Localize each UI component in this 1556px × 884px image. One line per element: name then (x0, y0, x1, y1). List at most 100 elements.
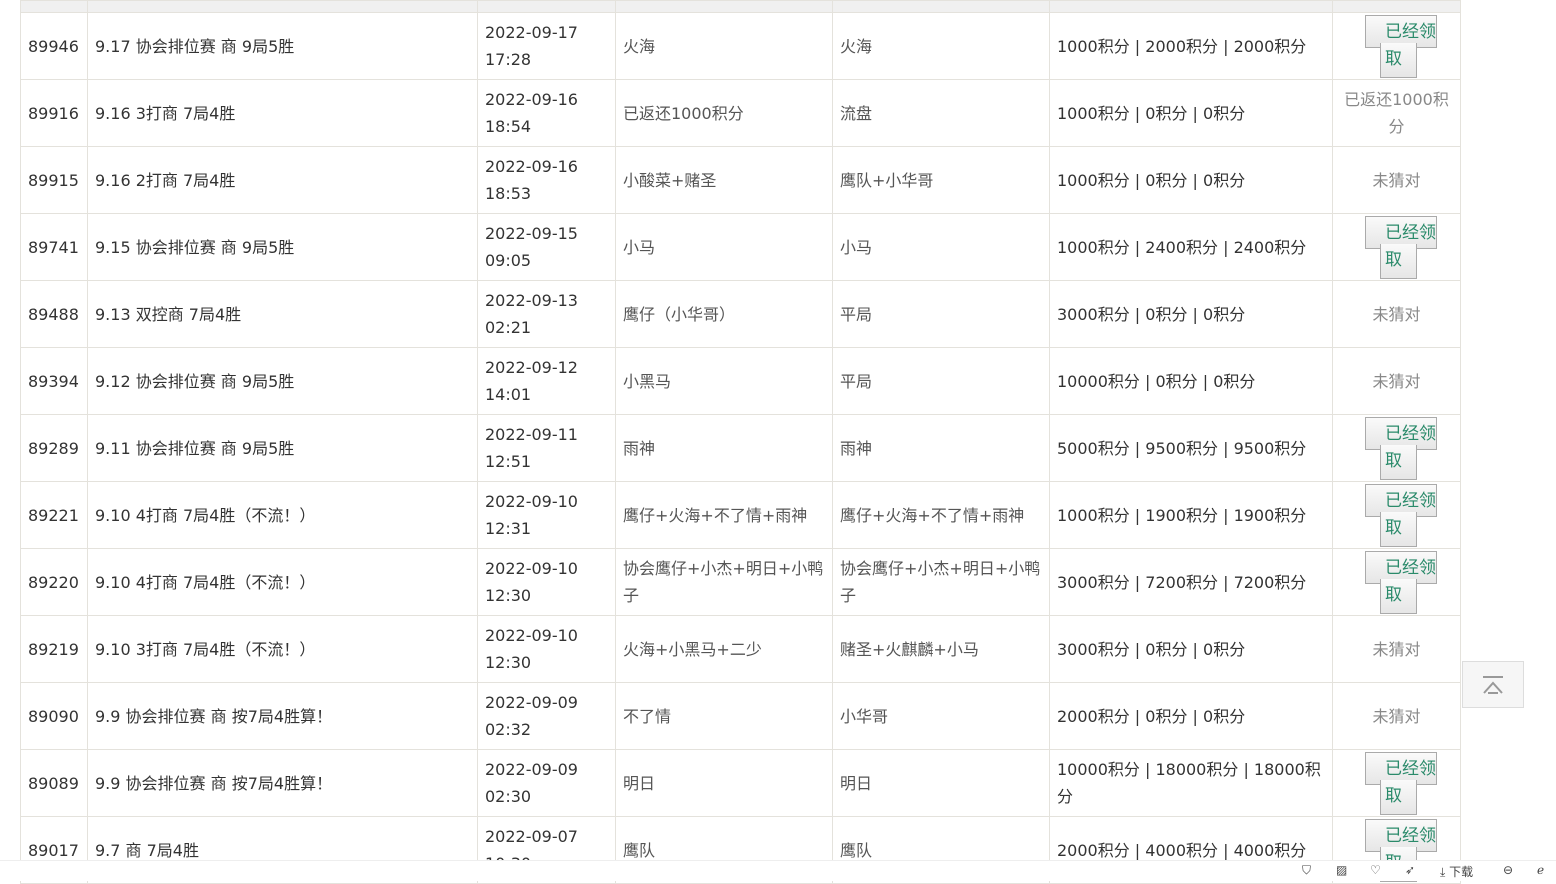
claimed-button[interactable]: 已经领取 (1365, 417, 1438, 480)
match-title[interactable]: 9.12 协会排位赛 商 9局5胜 (87, 347, 478, 415)
download-button[interactable]: ⤓ 下载 (1440, 865, 1474, 879)
action-status: 未猜对 (1332, 615, 1461, 683)
my-pick: 雨神 (615, 414, 833, 482)
points: 10000积分 | 18000积分 | 18000积分 (1049, 749, 1333, 817)
action-status: 未猜对 (1332, 682, 1461, 750)
guess-history-table: 89946 9.17 协会排位赛 商 9局5胜 2022-09-17 17:28 … (20, 0, 1461, 884)
my-pick: 火海 (615, 12, 833, 80)
match-title[interactable]: 9.10 4打商 7局4胜（不流！） (87, 481, 478, 549)
my-pick: 鹰仔+火海+不了情+雨神 (615, 481, 833, 549)
table-row: 89916 9.16 3打商 7局4胜 2022-09-16 18:54 已返还1… (20, 79, 1461, 147)
my-pick: 鹰仔（小华哥） (615, 280, 833, 348)
claimed-button[interactable]: 已经领取 (1365, 484, 1438, 547)
action-cell: 已经领取 (1332, 481, 1461, 549)
claimed-button[interactable]: 已经领取 (1365, 15, 1438, 78)
action-status: 未猜对 (1332, 347, 1461, 415)
table-row: 89741 9.15 协会排位赛 商 9局5胜 2022-09-15 09:05 … (20, 213, 1461, 281)
my-pick: 火海+小黑马+二少 (615, 615, 833, 683)
action-cell: 已经领取 (1332, 749, 1461, 817)
points: 1000积分 | 2000积分 | 2000积分 (1049, 12, 1333, 80)
match-title[interactable]: 9.9 协会排位赛 商 按7局4胜算！ (87, 682, 478, 750)
incognito-icon[interactable]: ⊖ (1503, 863, 1514, 877)
claimed-button[interactable]: 已经领取 (1365, 216, 1438, 279)
table-row: 89915 9.16 2打商 7局4胜 2022-09-16 18:53 小酸菜+… (20, 146, 1461, 214)
table-row: 89394 9.12 协会排位赛 商 9局5胜 2022-09-12 14:01 … (20, 347, 1461, 415)
points: 5000积分 | 9500积分 | 9500积分 (1049, 414, 1333, 482)
match-time: 2022-09-16 18:53 (477, 146, 616, 214)
table-header (20, 0, 1461, 13)
match-time: 2022-09-09 02:32 (477, 682, 616, 750)
match-id: 89089 (20, 749, 88, 817)
match-title[interactable]: 9.10 4打商 7局4胜（不流！） (87, 548, 478, 616)
my-pick: 不了情 (615, 682, 833, 750)
match-result: 赌圣+火麒麟+小马 (832, 615, 1050, 683)
points: 1000积分 | 2400积分 | 2400积分 (1049, 213, 1333, 281)
match-result: 平局 (832, 347, 1050, 415)
download-icon: ⤓ (1440, 865, 1446, 879)
match-title[interactable]: 9.11 协会排位赛 商 9局5胜 (87, 414, 478, 482)
match-result: 明日 (832, 749, 1050, 817)
ie-icon[interactable]: ℯ (1537, 863, 1545, 877)
table-row: 89220 9.10 4打商 7局4胜（不流！） 2022-09-10 12:30… (20, 548, 1461, 616)
my-pick: 小马 (615, 213, 833, 281)
match-title[interactable]: 9.15 协会排位赛 商 9局5胜 (87, 213, 478, 281)
points: 2000积分 | 0积分 | 0积分 (1049, 682, 1333, 750)
heart-pulse-icon[interactable]: ♡ (1370, 863, 1381, 877)
claimed-button[interactable]: 已经领取 (1365, 551, 1438, 614)
my-pick: 已返还1000积分 (615, 79, 833, 147)
my-pick: 小酸菜+赌圣 (615, 146, 833, 214)
image-icon[interactable]: ▨ (1336, 863, 1348, 877)
back-to-top-button[interactable] (1462, 661, 1524, 708)
match-time: 2022-09-10 12:31 (477, 481, 616, 549)
match-title[interactable]: 9.10 3打商 7局4胜（不流！） (87, 615, 478, 683)
match-id: 89915 (20, 146, 88, 214)
match-id: 89289 (20, 414, 88, 482)
match-time: 2022-09-16 18:54 (477, 79, 616, 147)
match-title[interactable]: 9.16 3打商 7局4胜 (87, 79, 478, 147)
action-status: 已返还1000积分 (1332, 79, 1461, 147)
rocket-icon[interactable]: ➶ (1405, 863, 1416, 877)
points: 3000积分 | 7200积分 | 7200积分 (1049, 548, 1333, 616)
match-result: 小马 (832, 213, 1050, 281)
shield-icon[interactable]: ⛉ (1302, 863, 1312, 877)
match-result: 鹰仔+火海+不了情+雨神 (832, 481, 1050, 549)
match-id: 89946 (20, 12, 88, 80)
table-row: 89219 9.10 3打商 7局4胜（不流！） 2022-09-10 12:30… (20, 615, 1461, 683)
points: 3000积分 | 0积分 | 0积分 (1049, 615, 1333, 683)
match-id: 89219 (20, 615, 88, 683)
table-row: 89089 9.9 协会排位赛 商 按7局4胜算！ 2022-09-09 02:3… (20, 749, 1461, 817)
action-status: 未猜对 (1332, 280, 1461, 348)
action-cell: 已经领取 (1332, 414, 1461, 482)
match-id: 89090 (20, 682, 88, 750)
match-result: 流盘 (832, 79, 1050, 147)
match-id: 89488 (20, 280, 88, 348)
table-row: 89289 9.11 协会排位赛 商 9局5胜 2022-09-11 12:51 … (20, 414, 1461, 482)
match-result: 雨神 (832, 414, 1050, 482)
my-pick: 协会鹰仔+小杰+明日+小鸭子 (615, 548, 833, 616)
arrow-up-icon (1483, 675, 1503, 694)
match-time: 2022-09-13 02:21 (477, 280, 616, 348)
match-id: 89220 (20, 548, 88, 616)
match-time: 2022-09-10 12:30 (477, 548, 616, 616)
table-row: 89946 9.17 协会排位赛 商 9局5胜 2022-09-17 17:28 … (20, 12, 1461, 80)
match-time: 2022-09-17 17:28 (477, 12, 616, 80)
table-row: 89221 9.10 4打商 7局4胜（不流！） 2022-09-10 12:31… (20, 481, 1461, 549)
action-cell: 已经领取 (1332, 213, 1461, 281)
match-result: 鹰队+小华哥 (832, 146, 1050, 214)
points: 10000积分 | 0积分 | 0积分 (1049, 347, 1333, 415)
match-id: 89741 (20, 213, 88, 281)
action-cell: 已经领取 (1332, 12, 1461, 80)
match-time: 2022-09-10 12:30 (477, 615, 616, 683)
match-title[interactable]: 9.17 协会排位赛 商 9局5胜 (87, 12, 478, 80)
match-id: 89221 (20, 481, 88, 549)
match-title[interactable]: 9.16 2打商 7局4胜 (87, 146, 478, 214)
match-result: 火海 (832, 12, 1050, 80)
table-row: 89090 9.9 协会排位赛 商 按7局4胜算！ 2022-09-09 02:3… (20, 682, 1461, 750)
points: 1000积分 | 0积分 | 0积分 (1049, 146, 1333, 214)
match-result: 平局 (832, 280, 1050, 348)
claimed-button[interactable]: 已经领取 (1365, 752, 1438, 815)
match-time: 2022-09-11 12:51 (477, 414, 616, 482)
match-title[interactable]: 9.9 协会排位赛 商 按7局4胜算！ (87, 749, 478, 817)
match-title[interactable]: 9.13 双控商 7局4胜 (87, 280, 478, 348)
action-cell: 已经领取 (1332, 548, 1461, 616)
